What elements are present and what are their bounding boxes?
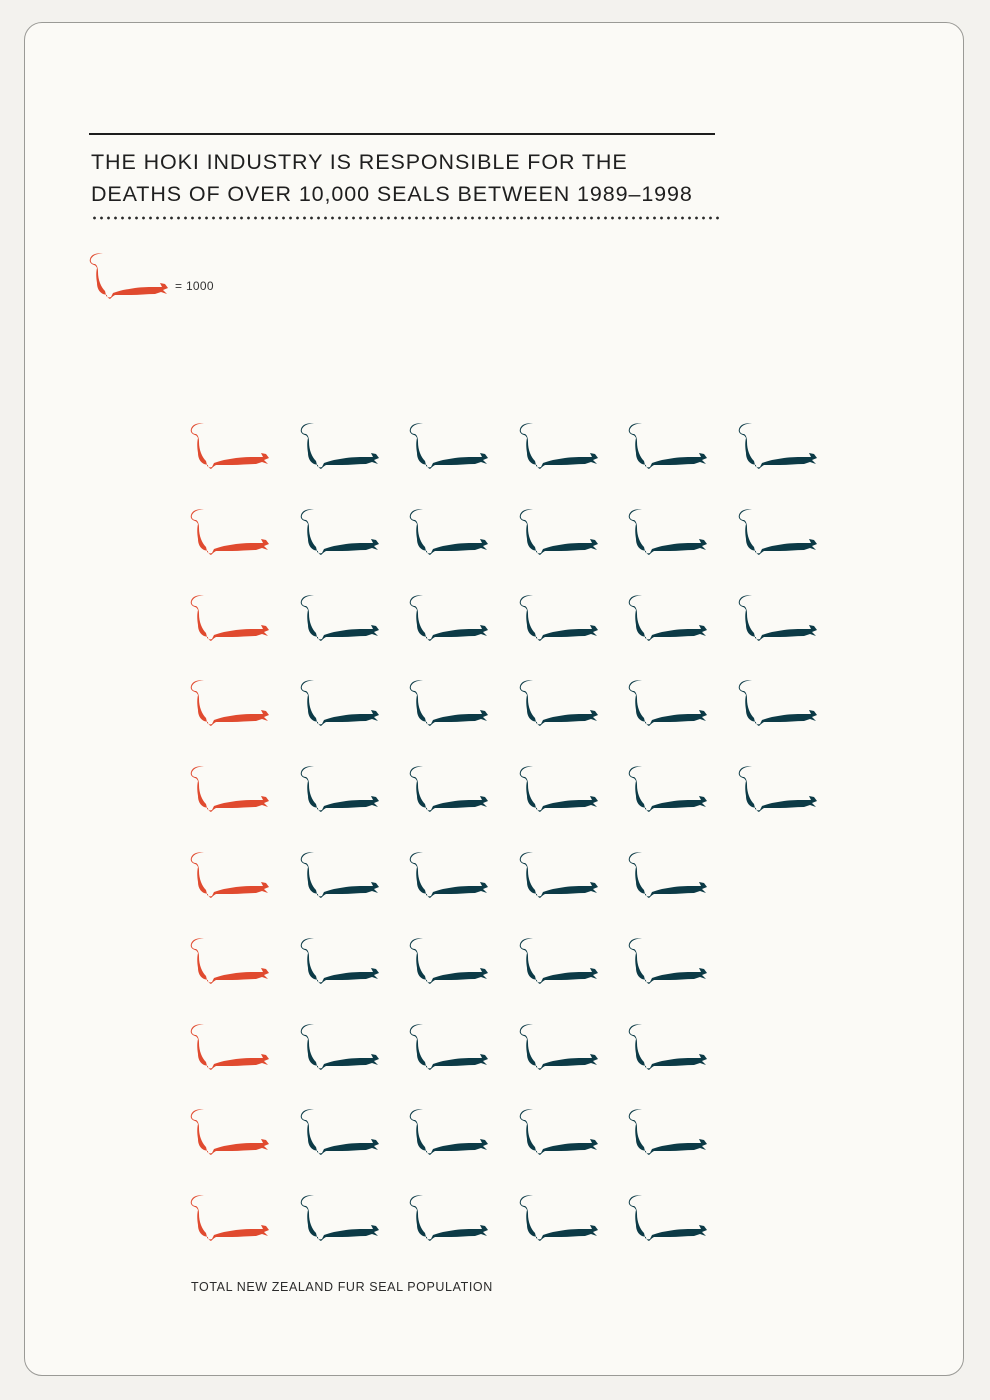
seal-icon [738, 680, 817, 727]
legend-label: = 1000 [175, 279, 214, 293]
seal-icon [519, 1195, 598, 1242]
seal-icon [409, 1195, 488, 1242]
seal-icon [300, 1109, 379, 1156]
x-axis-label: TOTAL NEW ZEALAND FUR SEAL POPULATION [191, 1280, 493, 1294]
seal-icon [409, 423, 488, 469]
seal-icon [190, 1109, 269, 1156]
seal-icon [300, 852, 379, 898]
seal-icon [190, 680, 269, 727]
seal-icon [628, 509, 707, 555]
seal-icon [628, 938, 707, 984]
title-dotted-rule [91, 216, 721, 220]
seal-icon [519, 766, 598, 813]
seal-icon [519, 680, 598, 727]
seal-icon [628, 680, 707, 727]
seal-icon [519, 594, 598, 641]
title-top-rule [89, 133, 715, 135]
seal-icon [519, 852, 598, 898]
seal-icon [300, 509, 379, 555]
chart-title: THE HOKI INDUSTRY IS RESPONSIBLE FOR THE… [91, 146, 751, 210]
seal-icon [190, 594, 269, 641]
seal-icon [300, 680, 379, 727]
seal-icon [409, 509, 488, 555]
seal-icon [190, 509, 269, 555]
seal-icon [628, 594, 707, 641]
chart-title-line-2: DEATHS OF OVER 10,000 SEALS BETWEEN 1989… [91, 182, 693, 206]
seal-icon [190, 766, 269, 813]
seal-icon [300, 766, 379, 813]
seal-icon [300, 1023, 379, 1070]
seal-icon [738, 423, 817, 469]
poster-card [24, 22, 964, 1376]
seal-icon [300, 1195, 379, 1242]
legend: = 1000 [89, 250, 214, 300]
seal-icon [190, 938, 269, 984]
seal-icon [628, 1023, 707, 1070]
seal-icon [300, 938, 379, 984]
seal-icon [190, 1023, 269, 1070]
seal-icon [409, 852, 488, 898]
seal-icon [409, 938, 488, 984]
seal-icon [628, 1195, 707, 1242]
seal-icon [190, 423, 269, 469]
seal-icon [628, 852, 707, 898]
seal-icon [519, 1109, 598, 1156]
seal-icon [519, 1023, 598, 1070]
pictograph-grid [190, 420, 830, 1260]
seal-icon [409, 680, 488, 727]
seal-icon [300, 594, 379, 641]
seal-icon [409, 1023, 488, 1070]
seal-icon [738, 766, 817, 813]
seal-icon [89, 253, 168, 299]
seal-icon [628, 1109, 707, 1156]
seal-icon [519, 938, 598, 984]
seal-icon [738, 509, 817, 555]
seal-icon [519, 509, 598, 555]
seal-icon [190, 1195, 269, 1242]
seal-icon [409, 1109, 488, 1156]
seal-icon [738, 594, 817, 641]
seal-icon [628, 766, 707, 813]
seal-icon [628, 423, 707, 469]
seal-icon [409, 594, 488, 641]
seal-icon [300, 423, 379, 469]
chart-title-line-1: THE HOKI INDUSTRY IS RESPONSIBLE FOR THE [91, 150, 628, 174]
seal-icon [519, 423, 598, 469]
seal-icon [190, 852, 269, 898]
seal-icon [409, 766, 488, 813]
